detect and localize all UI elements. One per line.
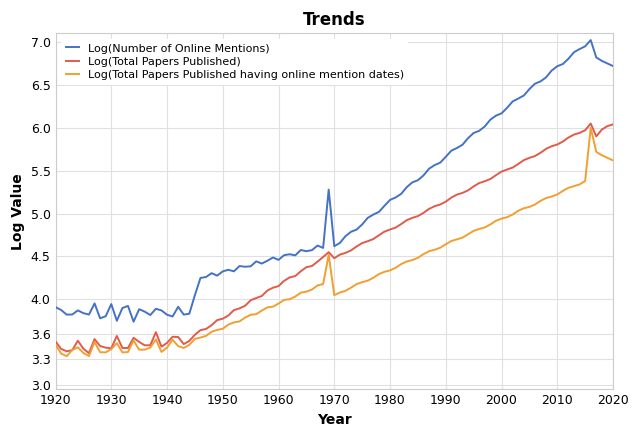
- Log(Total Papers Published having online mention dates): [52, 342, 60, 347]
- Log(Total Papers Published): [609, 122, 617, 127]
- Log(Number of Online Mentions): [196, 276, 204, 281]
- Log(Total Papers Published having online mention dates): [609, 158, 617, 163]
- Line: Log(Number of Online Mentions): Log(Number of Online Mentions): [56, 40, 613, 321]
- Log(Number of Online Mentions): [52, 304, 60, 310]
- Legend: Log(Number of Online Mentions), Log(Total Papers Published), Log(Total Papers Pu: Log(Number of Online Mentions), Log(Tota…: [61, 39, 408, 85]
- Log(Total Papers Published having online mention dates): [476, 226, 483, 232]
- Log(Total Papers Published): [447, 195, 455, 200]
- Log(Number of Online Mentions): [587, 38, 595, 43]
- Log(Total Papers Published): [314, 259, 321, 264]
- Log(Total Papers Published having online mention dates): [196, 335, 204, 340]
- Y-axis label: Log Value: Log Value: [11, 173, 25, 250]
- Log(Total Papers Published having online mention dates): [96, 350, 104, 355]
- Log(Total Papers Published): [85, 350, 93, 356]
- Log(Total Papers Published having online mention dates): [314, 283, 321, 288]
- Log(Total Papers Published having online mention dates): [392, 265, 399, 270]
- Log(Total Papers Published): [392, 225, 399, 230]
- Log(Number of Online Mentions): [392, 195, 399, 200]
- Log(Total Papers Published): [196, 328, 204, 333]
- Log(Number of Online Mentions): [609, 64, 617, 69]
- Title: Trends: Trends: [303, 11, 365, 29]
- Log(Total Papers Published): [52, 339, 60, 344]
- Log(Total Papers Published having online mention dates): [447, 238, 455, 244]
- Log(Number of Online Mentions): [476, 128, 483, 134]
- Log(Number of Online Mentions): [314, 243, 321, 248]
- Log(Number of Online Mentions): [447, 148, 455, 153]
- Log(Number of Online Mentions): [91, 301, 99, 306]
- Line: Log(Total Papers Published): Log(Total Papers Published): [56, 124, 613, 353]
- Log(Total Papers Published having online mention dates): [63, 353, 70, 359]
- Line: Log(Total Papers Published having online mention dates): Log(Total Papers Published having online…: [56, 128, 613, 356]
- X-axis label: Year: Year: [317, 413, 351, 427]
- Log(Number of Online Mentions): [130, 319, 138, 324]
- Log(Total Papers Published): [96, 343, 104, 349]
- Log(Total Papers Published): [476, 180, 483, 186]
- Log(Total Papers Published having online mention dates): [587, 125, 595, 131]
- Log(Total Papers Published): [587, 121, 595, 126]
